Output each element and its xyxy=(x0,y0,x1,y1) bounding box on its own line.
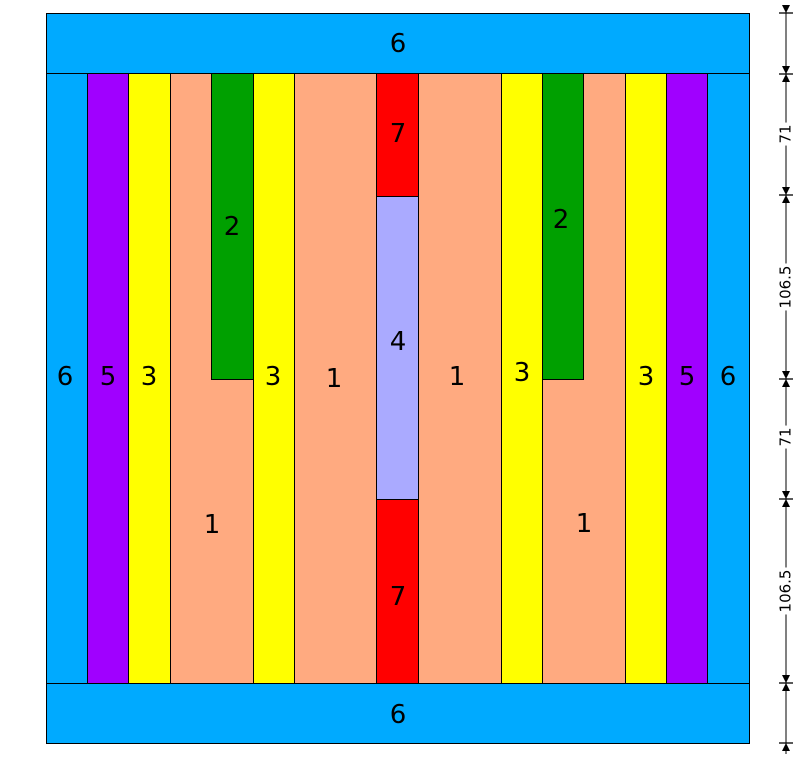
label-region-5-left: 5 xyxy=(99,362,117,392)
region-6-right-strip xyxy=(707,73,750,684)
label-region-6-top: 6 xyxy=(389,29,407,59)
label-region-7-top: 7 xyxy=(389,119,407,149)
region-1-left-inner-block xyxy=(294,73,377,684)
label-region-3-right-outer: 3 xyxy=(637,362,655,392)
region-6-left-strip xyxy=(46,73,88,684)
label-region-2-left: 2 xyxy=(223,212,241,242)
region-1-right-inner-block xyxy=(418,73,502,684)
label-region-6-right: 6 xyxy=(719,362,737,392)
dimension-label-2: 106.5 xyxy=(776,263,795,311)
label-region-1-right-outer: 1 xyxy=(575,509,593,539)
region-3-left-outer-strip xyxy=(128,73,171,684)
label-region-1-left-inner: 1 xyxy=(325,364,343,394)
region-3-left-inner-strip xyxy=(253,73,295,684)
label-region-2-right: 2 xyxy=(552,205,570,235)
region-6-top-band xyxy=(46,13,750,74)
label-region-7-bottom: 7 xyxy=(389,582,407,612)
region-2-right-block xyxy=(542,73,584,380)
label-region-1-right-inner: 1 xyxy=(448,362,466,392)
label-region-5-right: 5 xyxy=(678,362,696,392)
label-region-1-left-outer: 1 xyxy=(203,510,221,540)
dimension-label-1: 71 xyxy=(776,122,795,146)
region-3-right-inner-strip xyxy=(501,73,543,684)
label-region-3-right-inner: 3 xyxy=(513,358,531,388)
label-region-6-bottom: 6 xyxy=(389,700,407,730)
dimension-label-4: 106.5 xyxy=(776,567,795,615)
label-region-6-left: 6 xyxy=(56,362,74,392)
label-region-3-left-outer: 3 xyxy=(140,362,158,392)
label-region-4: 4 xyxy=(389,327,407,357)
region-3-right-outer-strip xyxy=(625,73,667,684)
label-region-3-left-inner: 3 xyxy=(264,362,282,392)
dimension-label-3: 71 xyxy=(776,425,795,449)
region-7-bottom-block xyxy=(376,499,419,684)
region-7-top-block xyxy=(376,73,419,197)
region-6-bottom-band xyxy=(46,683,750,744)
region-2-left-block xyxy=(211,73,254,380)
